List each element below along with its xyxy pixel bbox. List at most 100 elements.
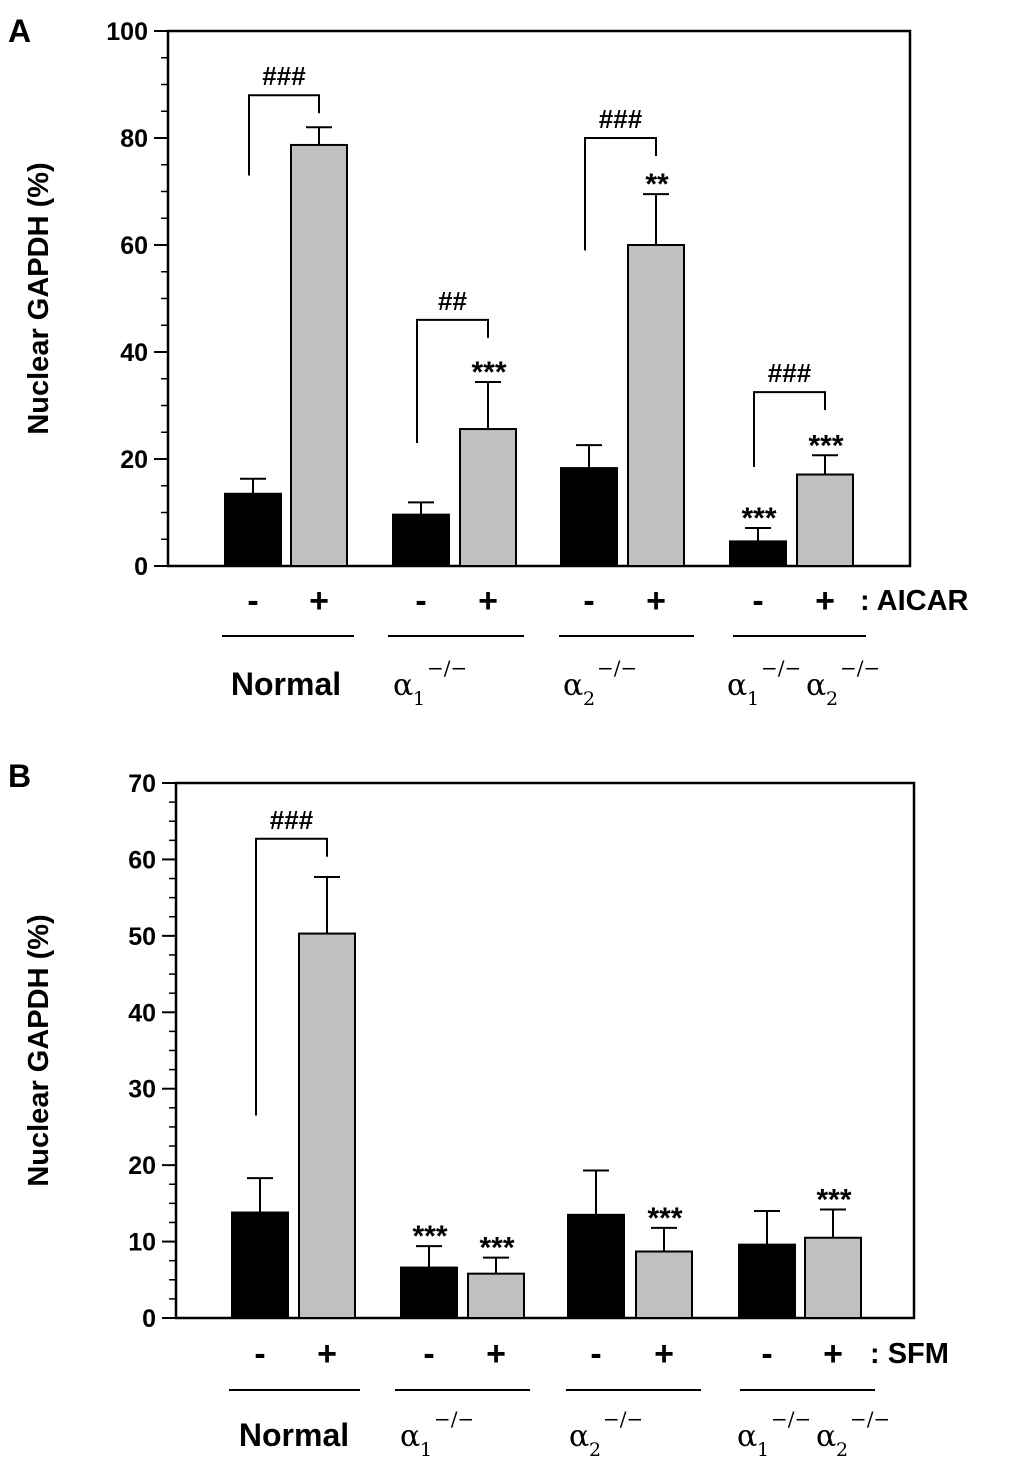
bar-group-1: ### — [231, 805, 356, 1319]
group-label-a1a2-second-alpha: α — [806, 668, 826, 703]
group-label-a2-alpha: α — [563, 668, 583, 703]
group-label-a1a2-first-alpha: α — [727, 668, 747, 703]
bar-minus — [738, 1243, 796, 1319]
group-label-a1-superscript: −/− — [427, 656, 467, 680]
bar-plus — [796, 473, 854, 568]
treatment-label: : SFM — [870, 1338, 949, 1370]
panel-label: B — [8, 758, 31, 794]
sign-minus: - — [761, 1335, 772, 1373]
y-tick-label: 40 — [120, 339, 148, 367]
hash-significance: ### — [599, 104, 643, 134]
y-tick-label: 0 — [134, 553, 148, 581]
bar-plus — [804, 1236, 862, 1319]
bar-group-2: *** ## — [392, 286, 517, 568]
hash-significance: ## — [438, 286, 467, 316]
y-tick-label: 20 — [128, 1152, 156, 1180]
sign-minus: - — [423, 1335, 434, 1373]
group-label-a1-subscript: 1 — [420, 1439, 432, 1461]
treatment-label: : AICAR — [860, 585, 969, 617]
bar-group-3: ** ### — [560, 104, 685, 567]
sign-minus: - — [415, 582, 426, 620]
significance-stars: *** — [412, 1220, 447, 1253]
hash-significance: ### — [270, 805, 314, 835]
group-label-a1a2-first-alpha: α — [737, 1419, 757, 1454]
bar-plus — [635, 1250, 693, 1320]
group-label-a1a2-second-superscript: −/− — [840, 656, 880, 680]
comparison-bracket — [753, 391, 826, 468]
sign-minus: - — [752, 582, 763, 620]
y-tick-label: 30 — [128, 1076, 156, 1104]
y-tick-label: 40 — [128, 999, 156, 1027]
bar-minus — [224, 492, 282, 567]
bar-plus — [467, 1272, 525, 1319]
significance-stars: *** — [741, 502, 776, 535]
sign-plus: + — [815, 582, 835, 620]
sign-plus: + — [823, 1335, 843, 1373]
group-label-a2-alpha: α — [569, 1419, 589, 1454]
sign-plus: + — [646, 582, 666, 620]
y-tick-label: 10 — [128, 1229, 156, 1257]
group-label-a1-subscript: 1 — [413, 688, 425, 710]
sign-plus: + — [317, 1335, 337, 1373]
bar-minus — [392, 513, 450, 568]
hash-significance: ### — [768, 358, 812, 388]
y-tick-label: 60 — [128, 846, 156, 874]
comparison-bracket — [416, 318, 489, 443]
bar-minus — [560, 467, 618, 567]
group-label-a2-subscript: 2 — [583, 688, 595, 710]
significance-stars: *** — [808, 429, 843, 462]
sign-minus: - — [590, 1335, 601, 1373]
group-label-a1a2-first-subscript: 1 — [747, 688, 759, 710]
comparison-bracket — [255, 837, 328, 1116]
sign-plus: + — [486, 1335, 506, 1373]
group-label-a2-subscript: 2 — [589, 1439, 601, 1461]
group-label-a1a2-first-superscript: −/− — [761, 656, 801, 680]
bar-plus — [290, 143, 348, 568]
y-tick-label: 70 — [128, 770, 156, 798]
group-label-normal: Normal — [231, 666, 341, 702]
group-label-a1-alpha: α — [400, 1419, 420, 1454]
group-label-a2-superscript: −/− — [597, 656, 637, 680]
y-tick-label: 0 — [142, 1305, 156, 1333]
y-tick-label: 60 — [120, 232, 148, 260]
bar-minus — [567, 1213, 625, 1319]
bar-plus — [298, 932, 356, 1319]
bar-group-4: *** *** ### — [729, 358, 854, 568]
comparison-bracket — [248, 94, 320, 176]
group-label-a1-superscript: −/− — [434, 1407, 474, 1431]
group-label-a1-alpha: α — [393, 668, 413, 703]
group-label-a1a2-second-subscript: 2 — [826, 688, 838, 710]
y-axis-label: Nuclear GAPDH (%) — [23, 162, 55, 434]
bar-minus — [400, 1266, 458, 1319]
y-tick-label: 20 — [120, 446, 148, 474]
hash-significance: ### — [262, 61, 306, 91]
bar-group-2: *** *** — [400, 1220, 525, 1319]
bar-minus — [231, 1211, 289, 1319]
group-label-a1a2-second-subscript: 2 — [836, 1439, 848, 1461]
y-tick-label: 100 — [106, 18, 148, 46]
comparison-bracket — [584, 137, 657, 251]
y-tick-label: 80 — [120, 125, 148, 153]
sign-plus: + — [654, 1335, 674, 1373]
significance-stars: ** — [645, 168, 669, 201]
bar-plus — [627, 244, 685, 567]
group-label-normal: Normal — [239, 1417, 349, 1453]
group-label-a2-superscript: −/− — [603, 1407, 643, 1431]
y-axis-label: Nuclear GAPDH (%) — [23, 914, 55, 1186]
group-label-a1a2-second-superscript: −/− — [850, 1407, 890, 1431]
group-label-a1a2-first-subscript: 1 — [757, 1439, 769, 1461]
bar-group-3: *** — [567, 1169, 693, 1320]
sign-minus: - — [583, 582, 594, 620]
sign-minus: - — [247, 582, 258, 620]
significance-stars: *** — [647, 1202, 682, 1235]
significance-stars: *** — [471, 356, 506, 389]
significance-stars: *** — [479, 1232, 514, 1265]
sign-plus: + — [309, 582, 329, 620]
bar-minus — [729, 540, 787, 568]
significance-stars: *** — [816, 1183, 851, 1216]
sign-minus: - — [254, 1335, 265, 1373]
group-label-a1a2-second-alpha: α — [816, 1419, 836, 1454]
